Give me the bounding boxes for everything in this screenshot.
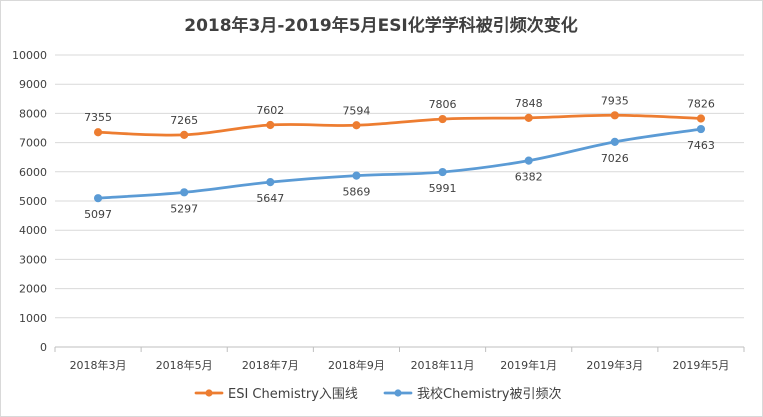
data-point — [266, 120, 275, 130]
data-label: 7463 — [687, 139, 715, 152]
series-line-0 — [96, 113, 703, 137]
x-tick-label: 2018年3月 — [70, 358, 127, 372]
y-tick-label: 5000 — [19, 195, 47, 208]
data-label: 7265 — [170, 114, 198, 127]
y-tick-label: 2000 — [19, 283, 47, 296]
y-tick-label: 8000 — [19, 107, 47, 120]
y-tick-label: 4000 — [19, 224, 47, 237]
data-labels: 7355 7265 7602 7594 7806 7848 7935 7826 5097 5297… — [84, 94, 715, 221]
y-tick-label: 3000 — [19, 253, 47, 266]
data-point — [696, 124, 706, 134]
data-label: 7806 — [429, 98, 457, 111]
data-point — [352, 121, 361, 130]
data-point — [438, 114, 447, 124]
data-label: 5647 — [256, 192, 284, 205]
series-layer — [93, 111, 706, 203]
x-tick-label: 2019年5月 — [672, 358, 729, 372]
data-label: 7935 — [601, 94, 629, 107]
legend-label: 我校Chemistry被引频次 — [417, 386, 562, 402]
data-label: 7602 — [256, 104, 284, 117]
legend-label: ESI Chemistry入围线 — [228, 387, 358, 402]
data-point — [180, 188, 189, 197]
data-point — [352, 171, 361, 180]
data-label: 7026 — [601, 152, 629, 165]
data-label: 5297 — [170, 202, 198, 215]
gridlines — [55, 54, 744, 319]
data-point — [610, 111, 619, 120]
data-label: 7355 — [84, 111, 112, 124]
data-point — [610, 137, 619, 146]
data-point — [696, 114, 706, 123]
x-tick-label: 2018年5月 — [156, 358, 213, 372]
y-tick-label: 1000 — [19, 312, 47, 325]
y-tick-label: 6000 — [19, 166, 47, 179]
legend-marker-1 — [394, 389, 402, 397]
data-point — [93, 194, 103, 203]
x-tick-label: 2018年11月 — [411, 358, 475, 372]
data-point — [180, 130, 189, 139]
y-tick-label: 0 — [40, 341, 47, 354]
data-point — [266, 178, 275, 187]
data-label: 7848 — [515, 97, 543, 110]
x-tick-label: 2019年1月 — [500, 358, 557, 372]
data-label: 6382 — [515, 171, 543, 184]
y-tick-label: 7000 — [19, 137, 47, 150]
legend-marker-0 — [205, 389, 213, 397]
x-tick-label: 2018年9月 — [328, 358, 385, 372]
data-point — [524, 156, 533, 165]
legend: ESI Chemistry入围线 我校Chemistry被引频次 — [194, 386, 562, 402]
y-tick-label: 9000 — [19, 78, 47, 91]
x-tick-label: 2019年3月 — [586, 358, 643, 372]
series-line-1 — [96, 127, 703, 200]
data-point — [438, 167, 447, 177]
data-label: 5869 — [342, 186, 370, 199]
data-label: 7594 — [342, 104, 370, 117]
data-point — [524, 113, 533, 122]
data-point — [93, 128, 103, 137]
x-tick-label: 2018年7月 — [242, 358, 299, 372]
axes: 0 1000 2000 3000 4000 5000 6000 7000 8000 9000 100… — [12, 49, 745, 372]
data-label: 7826 — [687, 97, 715, 110]
chart-title: 2018年3月-2019年5月ESI化学学科被引频次变化 — [184, 15, 578, 36]
y-tick-label: 10000 — [12, 49, 47, 62]
data-label: 5097 — [84, 208, 112, 221]
data-label: 5991 — [429, 182, 457, 195]
